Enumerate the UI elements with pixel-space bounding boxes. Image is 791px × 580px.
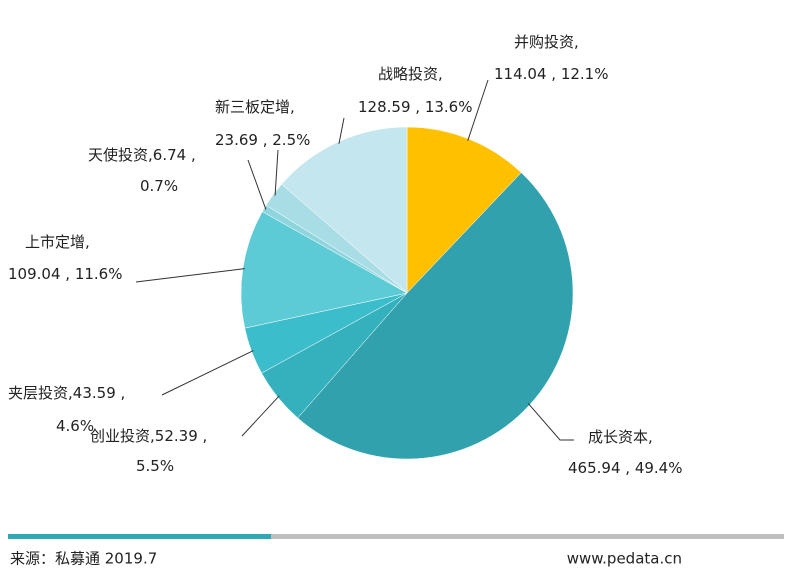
label-part: ,	[547, 65, 561, 83]
label-part: ,	[68, 384, 73, 402]
label-part: 109.04	[8, 265, 61, 283]
data-label: 114.04 , 12.1%	[494, 65, 608, 83]
label-part: ,	[411, 98, 425, 116]
pie-slice	[281, 126, 408, 294]
data-label: 战略投资,	[378, 65, 443, 83]
label-part: ,	[61, 265, 75, 283]
data-label: 新三板定增,	[215, 98, 295, 116]
label-part: ,	[621, 459, 635, 477]
leader-line	[135, 268, 245, 283]
label-part: 465.94	[568, 459, 621, 477]
label-part: 0.7%	[140, 177, 178, 195]
label-part: 5.5%	[136, 457, 174, 475]
label-part: 43.59	[73, 384, 116, 402]
data-label: 109.04 , 11.6%	[8, 265, 122, 283]
leader-line	[241, 395, 280, 437]
label-part: 23.69	[215, 131, 258, 149]
label-part: 4.6%	[56, 417, 94, 435]
label-part: 并购投资	[514, 33, 574, 51]
data-label: 成长资本,	[588, 428, 653, 446]
leader-line	[527, 403, 574, 441]
label-part: ,	[648, 428, 653, 446]
data-label: 465.94 , 49.4%	[568, 459, 682, 477]
footer-bar	[271, 534, 784, 539]
leader-line	[247, 159, 267, 210]
label-part: 128.59	[358, 98, 411, 116]
label-part: ,	[85, 233, 90, 251]
label-part: ,	[198, 427, 208, 445]
data-label: 128.59 , 13.6%	[358, 98, 472, 116]
label-part: ,	[186, 146, 196, 164]
leader-line	[338, 117, 345, 144]
leader-line	[274, 149, 279, 196]
label-part: ,	[290, 98, 295, 116]
label-part: ,	[116, 384, 126, 402]
label-part: 战略投资	[378, 65, 438, 83]
data-label: 并购投资,	[514, 33, 579, 51]
data-label: 23.69 , 2.5%	[215, 131, 310, 149]
label-part: ,	[148, 146, 153, 164]
label-part: 13.6%	[425, 98, 473, 116]
labels: 并购投资,114.04 , 12.1%成长资本,465.94 , 49.4%创业…	[8, 33, 682, 477]
leader-line	[161, 350, 254, 396]
label-part: 49.4%	[635, 459, 683, 477]
label-part: 12.1%	[561, 65, 609, 83]
label-part: 6.74	[153, 146, 186, 164]
data-label: 天使投资,6.74 ,	[88, 146, 196, 164]
label-part: 创业投资	[90, 427, 150, 445]
label-part: 2.5%	[272, 131, 310, 149]
slices	[240, 126, 574, 460]
label-part: ,	[574, 33, 579, 51]
data-label: 5.5%	[136, 457, 174, 475]
data-label: 上市定增,	[25, 233, 90, 251]
label-part: 11.6%	[75, 265, 123, 283]
pie-slice	[240, 211, 408, 329]
data-label: 0.7%	[140, 177, 178, 195]
footer-bar-accent	[8, 534, 271, 539]
label-part: ,	[438, 65, 443, 83]
label-part: 新三板定增	[215, 98, 290, 116]
website: www.pedata.cn	[567, 550, 682, 568]
data-label: 夹层投资,43.59 ,	[8, 384, 125, 402]
source: 来源：私募通 2019.7	[10, 550, 157, 568]
label-part: ,	[150, 427, 155, 445]
label-part: ,	[258, 131, 272, 149]
leader-line	[467, 79, 489, 141]
label-part: 成长资本	[588, 428, 648, 446]
label-part: 52.39	[155, 427, 198, 445]
data-label: 4.6%	[56, 417, 94, 435]
label-part: 天使投资	[88, 146, 148, 164]
label-part: 夹层投资	[8, 384, 68, 402]
label-part: 114.04	[494, 65, 547, 83]
data-label: 创业投资,52.39 ,	[90, 427, 207, 445]
label-part: 上市定增	[25, 233, 85, 251]
